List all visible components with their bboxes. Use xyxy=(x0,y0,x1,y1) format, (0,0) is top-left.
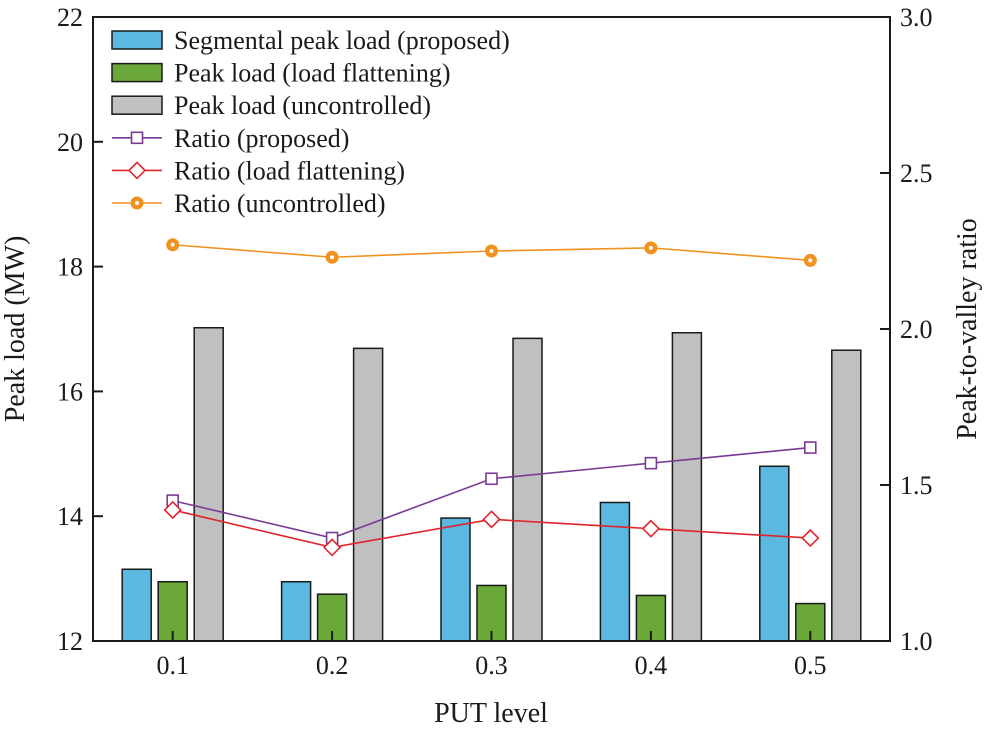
y-axis-title: Peak load (MW) xyxy=(0,236,31,423)
legend: Segmental peak load (proposed) Peak load … xyxy=(111,26,510,218)
y-tick-label: 18 xyxy=(57,253,83,282)
y-tick-label: 14 xyxy=(57,502,83,531)
point-square-0.3 xyxy=(485,472,498,486)
point-circle-0.2-core xyxy=(330,255,335,260)
legend-marker-circle-core xyxy=(135,201,139,205)
legend-swatch-bar xyxy=(111,62,163,83)
x-tick-label: 0.2 xyxy=(316,651,349,680)
point-square-0.5 xyxy=(803,441,817,454)
point-diamond-0.2 xyxy=(322,538,342,557)
x-tick-label: 0.3 xyxy=(475,651,508,680)
point-circle-0.2 xyxy=(325,250,339,264)
point-circle-0.1 xyxy=(166,238,180,252)
point-diamond-0.3 xyxy=(482,510,501,529)
y2-tick-label: 3.0 xyxy=(900,3,933,32)
y-tick-label: 16 xyxy=(57,377,83,406)
legend-label: Peak load (load flattening) xyxy=(174,59,451,88)
y2-axis-title: Peak-to-valley ratio xyxy=(952,218,983,440)
legend-marker-diamond xyxy=(127,161,147,180)
point-square-0.4 xyxy=(644,456,658,470)
legend-swatch-bar xyxy=(111,95,163,115)
legend-label: Segmental peak load (proposed) xyxy=(174,26,510,55)
bar-s1-0.4 xyxy=(599,501,631,642)
legend-marker-circle xyxy=(130,196,144,210)
point-diamond-0.4 xyxy=(641,519,661,538)
legend-marker-square xyxy=(130,131,144,145)
bar-s3-0.1 xyxy=(193,327,224,642)
legend-label: Peak load (uncontrolled) xyxy=(174,91,431,120)
y2-tick-label: 2.5 xyxy=(900,159,933,188)
x-tick-label: 0.1 xyxy=(156,651,189,680)
bar-s1-0.1 xyxy=(121,568,152,642)
legend-label: Ratio (load flattening) xyxy=(174,156,405,185)
bars-layer xyxy=(121,327,862,642)
bar-s3-0.4 xyxy=(671,331,703,642)
point-circle-0.3-core xyxy=(489,249,494,253)
axes-layer: 12 14 16 18 20 22 1.0 1.5 2.0 2.5 3.0 0.1 0.2 0.3 0.4 0… xyxy=(57,3,933,680)
point-circle-0.1-core xyxy=(170,242,175,247)
y-tick-label: 12 xyxy=(57,627,83,656)
point-circle-0.5-core xyxy=(808,258,813,263)
bar-s1-0.5 xyxy=(759,465,790,642)
point-circle-0.4 xyxy=(644,241,658,255)
y2-tick-label: 1.5 xyxy=(900,471,933,500)
point-diamond-0.5 xyxy=(801,528,820,548)
y-tick-label: 22 xyxy=(57,3,83,32)
bar-s3-0.2 xyxy=(352,347,384,642)
point-diamond-0.1 xyxy=(163,500,182,520)
bar-s1-0.2 xyxy=(280,580,312,642)
bar-s3-0.3 xyxy=(512,337,543,642)
legend-label: Ratio (proposed) xyxy=(174,124,349,153)
point-circle-0.5 xyxy=(803,253,817,267)
y2-tick-label: 2.0 xyxy=(900,315,933,344)
point-circle-0.3 xyxy=(485,244,498,258)
y-tick-label: 20 xyxy=(57,128,83,157)
legend-label: Ratio (uncontrolled) xyxy=(174,189,386,218)
y2-tick-label: 1.0 xyxy=(900,627,933,656)
bar-s3-0.5 xyxy=(831,349,862,642)
legend-swatch-bar xyxy=(111,30,163,50)
x-axis-title: PUT level xyxy=(434,698,548,729)
lines-layer xyxy=(163,238,820,557)
x-tick-label: 0.5 xyxy=(794,651,827,680)
bar-s1-0.3 xyxy=(440,517,471,642)
point-circle-0.4-core xyxy=(648,245,653,250)
x-tick-label: 0.4 xyxy=(635,651,668,680)
